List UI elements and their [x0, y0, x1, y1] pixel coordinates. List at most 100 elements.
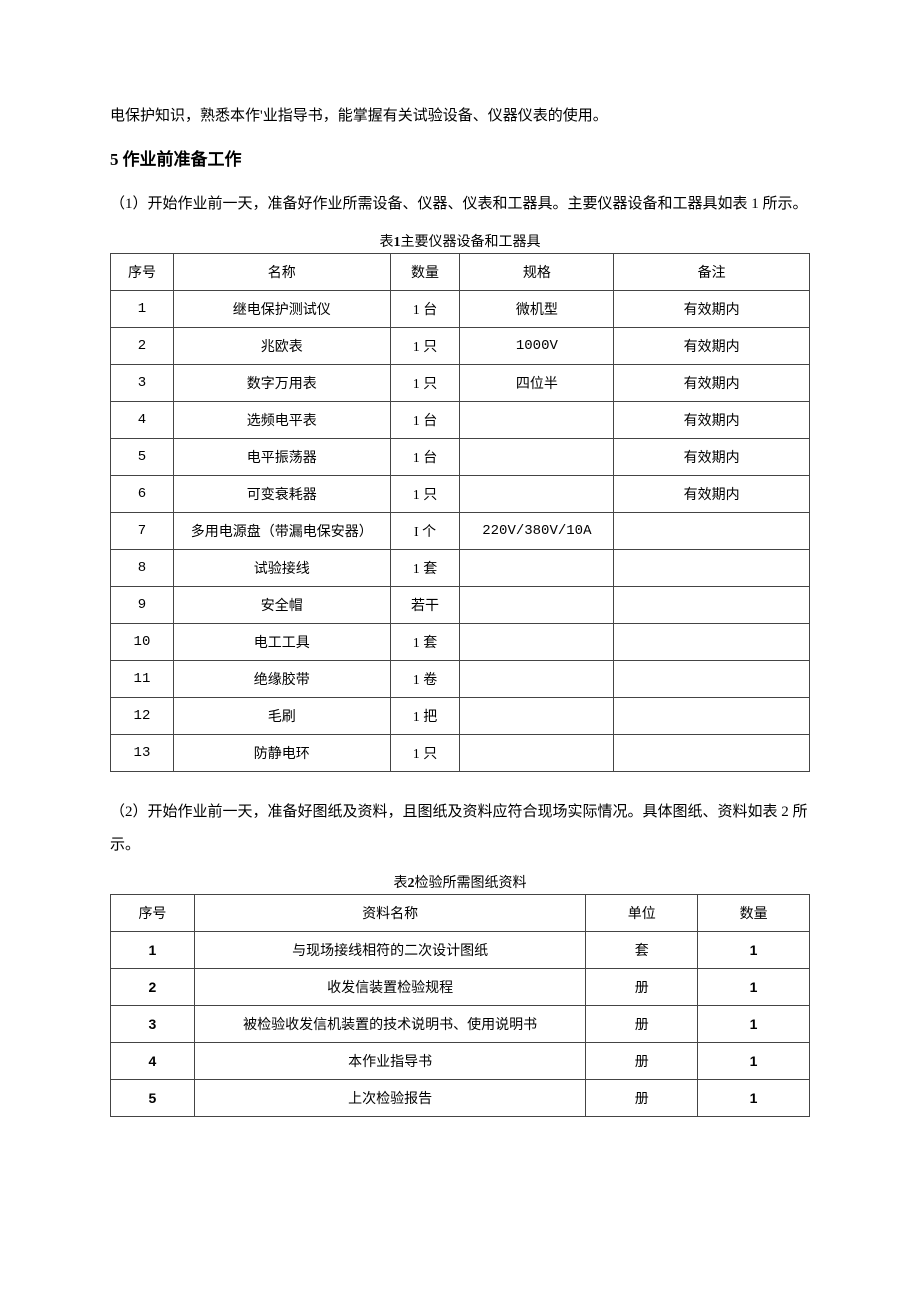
table-cell: 3 — [111, 1006, 195, 1043]
table-cell: 有效期内 — [614, 328, 810, 365]
table-cell: 2 — [111, 969, 195, 1006]
para-5-1: （1）开始作业前一天，准备好作业所需设备、仪器、仪表和工器具。主要仪器设备和工器… — [110, 188, 810, 221]
table-row: 3数字万用表1 只四位半有效期内 — [111, 365, 810, 402]
table-cell: 电平振荡器 — [173, 439, 390, 476]
table-cell: 13 — [111, 735, 174, 772]
table-cell: 防静电环 — [173, 735, 390, 772]
table-cell: 有效期内 — [614, 365, 810, 402]
table-cell: 1 — [698, 969, 810, 1006]
table-cell: 本作业指导书 — [194, 1043, 585, 1080]
table2-caption: 表2检验所需图纸资料 — [110, 872, 810, 892]
table-cell: 数字万用表 — [173, 365, 390, 402]
table-cell — [460, 698, 614, 735]
table-cell: 5 — [111, 1080, 195, 1117]
t1-h1: 名称 — [173, 254, 390, 291]
table-row: 13防静电环1 只 — [111, 735, 810, 772]
table-row: 3被检验收发信机装置的技术说明书、使用说明书册1 — [111, 1006, 810, 1043]
table-cell: 9 — [111, 587, 174, 624]
table-cell: 1 只 — [390, 735, 460, 772]
intro-line: 电保护知识，熟悉本作'业指导书，能掌握有关试验设备、仪器仪表的使用。 — [110, 100, 810, 133]
table-cell: 毛刷 — [173, 698, 390, 735]
table-cell: 6 — [111, 476, 174, 513]
t1-h2: 数量 — [390, 254, 460, 291]
table-cell: 3 — [111, 365, 174, 402]
table-cell: 上次检验报告 — [194, 1080, 585, 1117]
table-cell: I 个 — [390, 513, 460, 550]
table-cell: 1 只 — [390, 365, 460, 402]
t2-h3: 数量 — [698, 895, 810, 932]
table-cell: 2 — [111, 328, 174, 365]
table1-caption: 表1主要仪器设备和工器具 — [110, 231, 810, 251]
table2-caption-num: 2 — [408, 876, 415, 891]
table-2-header-row: 序号 资料名称 单位 数量 — [111, 895, 810, 932]
table-cell: 1 只 — [390, 328, 460, 365]
table-cell: 电工工具 — [173, 624, 390, 661]
table-1: 序号 名称 数量 规格 备注 1继电保护测试仪1 台微机型有效期内2兆欧表1 只… — [110, 253, 810, 772]
heading-5-text: 作业前准备工作 — [123, 150, 242, 169]
table-cell: 可变衰耗器 — [173, 476, 390, 513]
table-cell: 若干 — [390, 587, 460, 624]
table-cell — [460, 735, 614, 772]
table-cell: 套 — [586, 932, 698, 969]
table-cell: 有效期内 — [614, 402, 810, 439]
table-cell — [614, 624, 810, 661]
table-row: 8试验接线1 套 — [111, 550, 810, 587]
t2-h1: 资料名称 — [194, 895, 585, 932]
table-cell: 1 — [111, 291, 174, 328]
table-cell: 1000V — [460, 328, 614, 365]
table-cell — [460, 439, 614, 476]
table2-caption-suffix: 检验所需图纸资料 — [415, 876, 527, 891]
table-row: 1与现场接线相符的二次设计图纸套1 — [111, 932, 810, 969]
table-cell — [614, 587, 810, 624]
table-cell: 8 — [111, 550, 174, 587]
table-cell — [460, 587, 614, 624]
t2-h2: 单位 — [586, 895, 698, 932]
page: 电保护知识，熟悉本作'业指导书，能掌握有关试验设备、仪器仪表的使用。 5 作业前准… — [0, 0, 920, 1301]
table-cell: 微机型 — [460, 291, 614, 328]
table-cell — [460, 476, 614, 513]
table-cell: 1 台 — [390, 402, 460, 439]
table2-caption-prefix: 表 — [394, 876, 408, 891]
table-cell: 有效期内 — [614, 291, 810, 328]
table-row: 4本作业指导书册1 — [111, 1043, 810, 1080]
table-row: 10电工工具1 套 — [111, 624, 810, 661]
table-cell: 7 — [111, 513, 174, 550]
table-row: 1继电保护测试仪1 台微机型有效期内 — [111, 291, 810, 328]
table-row: 11绝缘胶带1 卷 — [111, 661, 810, 698]
table-cell: 册 — [586, 969, 698, 1006]
table-1-header-row: 序号 名称 数量 规格 备注 — [111, 254, 810, 291]
table-cell: 册 — [586, 1006, 698, 1043]
table-cell: 11 — [111, 661, 174, 698]
table-cell: 1 — [698, 1080, 810, 1117]
table-row: 4选频电平表1 台有效期内 — [111, 402, 810, 439]
table-cell: 有效期内 — [614, 476, 810, 513]
table-cell: 1 台 — [390, 291, 460, 328]
table-cell — [614, 550, 810, 587]
table-cell — [614, 698, 810, 735]
table-cell: 被检验收发信机装置的技术说明书、使用说明书 — [194, 1006, 585, 1043]
table-cell: 四位半 — [460, 365, 614, 402]
table-cell: 1 — [698, 932, 810, 969]
table-cell: 安全帽 — [173, 587, 390, 624]
table-cell: 绝缘胶带 — [173, 661, 390, 698]
table-cell: 1 套 — [390, 624, 460, 661]
table-cell: 5 — [111, 439, 174, 476]
table-cell: 4 — [111, 1043, 195, 1080]
table-cell: 1 台 — [390, 439, 460, 476]
table-cell: 1 — [111, 932, 195, 969]
table-row: 9安全帽若干 — [111, 587, 810, 624]
table-cell — [460, 550, 614, 587]
table-cell — [614, 735, 810, 772]
table-cell: 1 — [698, 1006, 810, 1043]
table-cell: 册 — [586, 1043, 698, 1080]
table-row: 12毛刷1 把 — [111, 698, 810, 735]
t1-h3: 规格 — [460, 254, 614, 291]
table-cell: 1 只 — [390, 476, 460, 513]
t1-h0: 序号 — [111, 254, 174, 291]
table-row: 5上次检验报告册1 — [111, 1080, 810, 1117]
table-cell: 有效期内 — [614, 439, 810, 476]
table-cell: 册 — [586, 1080, 698, 1117]
table-cell: 兆欧表 — [173, 328, 390, 365]
table-cell: 12 — [111, 698, 174, 735]
table-cell: 继电保护测试仪 — [173, 291, 390, 328]
